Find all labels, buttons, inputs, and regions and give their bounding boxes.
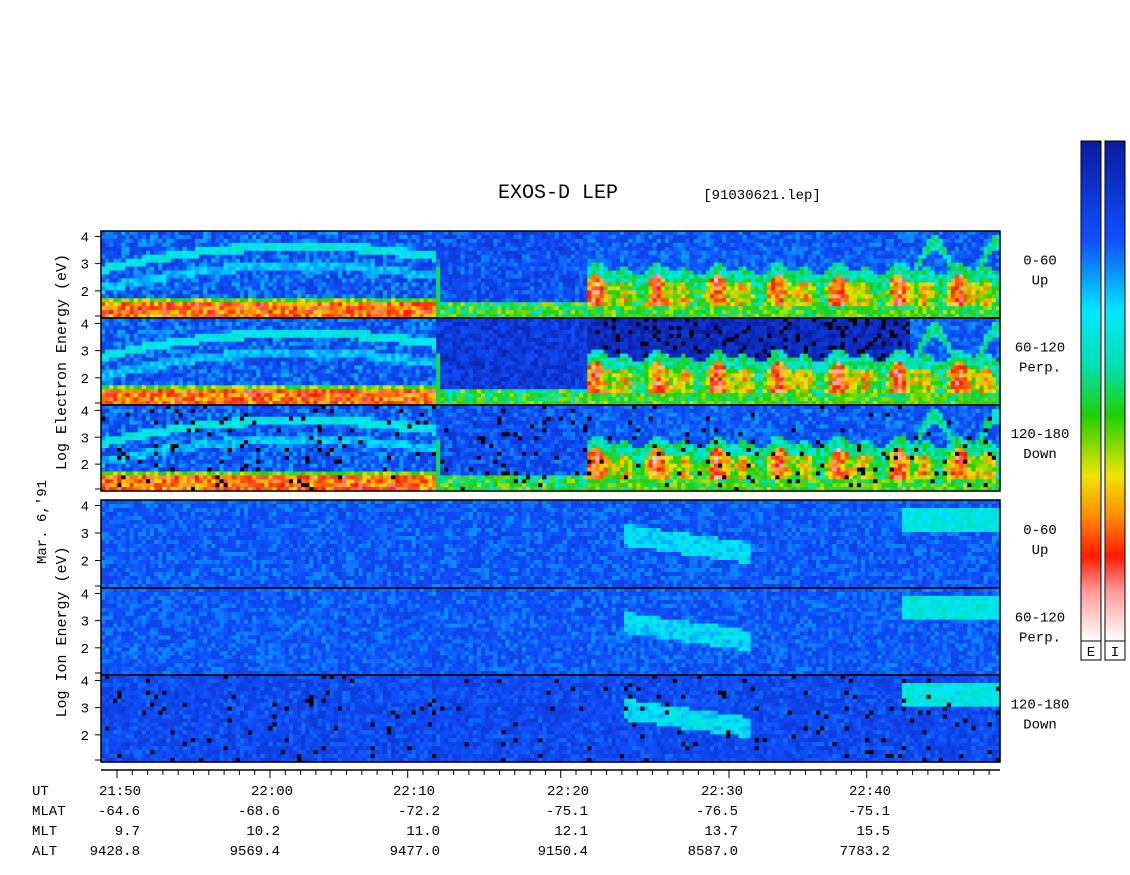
ephemeris-row-label: MLT — [32, 824, 57, 840]
ephemeris-alt-value: 9477.0 — [390, 844, 440, 860]
direction-label: Up — [1032, 274, 1049, 290]
pitch-range-label: 120-180 — [1011, 427, 1070, 443]
colorbar-ion: I — [1105, 141, 1125, 661]
file-label: [91030621.lep] — [703, 188, 821, 204]
colorbar-label-e: E — [1087, 645, 1095, 661]
ephemeris-alt-value: 9150.4 — [538, 844, 588, 860]
pitch-range-label: 60-120 — [1015, 611, 1065, 627]
panel-electron-0 — [101, 231, 1001, 319]
y-tick-label: 2 — [81, 729, 89, 745]
pitch-angle-labels: 0-60 Up 60-120 Perp. 120-180 Down 0-60 Up 60-120… — [1011, 254, 1070, 734]
ephemeris-mlt-value: 10.2 — [246, 824, 280, 840]
direction-label: Perp. — [1019, 631, 1061, 647]
ephemeris-alt-value: 9569.4 — [230, 844, 280, 860]
ephemeris-mlat-value: -68.6 — [238, 804, 280, 820]
y-tick-label: 2 — [81, 285, 89, 301]
y-tick-label: 3 — [81, 702, 89, 718]
panel-ion-4 — [101, 588, 1001, 676]
ephemeris-row-label: MLAT — [32, 804, 66, 820]
y-tick-label: 4 — [81, 230, 89, 246]
panel-electron-2 — [101, 405, 1001, 492]
x-tick-label: 21:50 — [99, 784, 141, 800]
ephemeris-row-label: UT — [32, 784, 49, 800]
ephemeris-alt-value: 7783.2 — [840, 844, 890, 860]
ephemeris-mlat-value: -76.5 — [696, 804, 738, 820]
y-tick-label: 4 — [81, 500, 89, 516]
ephemeris-mlt-value: 9.7 — [115, 824, 140, 840]
direction-label: Down — [1023, 447, 1057, 463]
y-tick-label: 3 — [81, 615, 89, 631]
x-tick-label: 22:40 — [849, 784, 891, 800]
y-tick-label: 3 — [81, 431, 89, 447]
x-tick-label: 22:00 — [251, 784, 293, 800]
date-label: Mar. 6,'91 — [35, 480, 51, 564]
y-tick-label: 4 — [81, 317, 89, 333]
pitch-range-label: 0-60 — [1023, 523, 1057, 539]
ephemeris-mlt-value: 13.7 — [704, 824, 738, 840]
panel-ion-3 — [101, 500, 1001, 589]
direction-label: Down — [1023, 718, 1057, 734]
x-tick-label: 22:10 — [393, 784, 435, 800]
chart-title: EXOS-D LEP — [498, 182, 618, 205]
ephemeris-mlat-value: -64.6 — [98, 804, 140, 820]
y-tick-label: 3 — [81, 527, 89, 543]
y-tick-label: 4 — [81, 587, 89, 603]
spectrogram-panels — [101, 231, 1001, 763]
ephemeris-mlt-value: 12.1 — [554, 824, 588, 840]
y-tick-label: 2 — [81, 458, 89, 474]
panel-ion-5 — [101, 675, 1001, 763]
x-tick-label: 22:20 — [547, 784, 589, 800]
direction-label: Up — [1032, 543, 1049, 559]
pitch-range-label: 0-60 — [1023, 254, 1057, 270]
y-tick-label: 2 — [81, 642, 89, 658]
colorbar-label-i: I — [1111, 645, 1119, 661]
ion-ylabel: Log Ion Energy (eV) — [54, 546, 71, 717]
ephemeris-mlat-value: -75.1 — [848, 804, 890, 820]
y-tick-label: 3 — [81, 345, 89, 361]
colorbar-electron: E — [1081, 141, 1101, 661]
panel-electron-1 — [101, 318, 1001, 406]
x-tick-label: 22:30 — [701, 784, 743, 800]
pitch-range-label: 60-120 — [1015, 341, 1065, 357]
direction-label: Perp. — [1019, 361, 1061, 377]
y-axes: 4 3 2 4 3 2 4 3 2 4 3 2 4 3 2 4 3 2 — [81, 230, 101, 760]
y-tick-label: 4 — [81, 404, 89, 420]
ephemeris-alt-value: 9428.8 — [90, 844, 140, 860]
pitch-range-label: 120-180 — [1011, 698, 1070, 714]
ephemeris-mlt-value: 11.0 — [406, 824, 440, 840]
ephemeris-alt-value: 8587.0 — [688, 844, 738, 860]
ephemeris-mlt-value: 15.5 — [856, 824, 890, 840]
y-tick-label: 3 — [81, 258, 89, 274]
ephemeris-table: UT MLAT MLT ALT -64.6 -68.6 -72.2 -75.1 -76.5 -75… — [32, 784, 890, 860]
y-tick-label: 2 — [81, 555, 89, 571]
ephemeris-mlat-value: -75.1 — [546, 804, 588, 820]
y-tick-label: 2 — [81, 372, 89, 388]
time-axis: 21:50 22:00 22:10 22:20 22:30 22:40 — [99, 770, 1000, 800]
y-tick-label: 4 — [81, 674, 89, 690]
ephemeris-mlat-value: -72.2 — [398, 804, 440, 820]
electron-ylabel: Log Electron Energy (eV) — [54, 254, 71, 470]
ephemeris-row-label: ALT — [32, 844, 57, 860]
